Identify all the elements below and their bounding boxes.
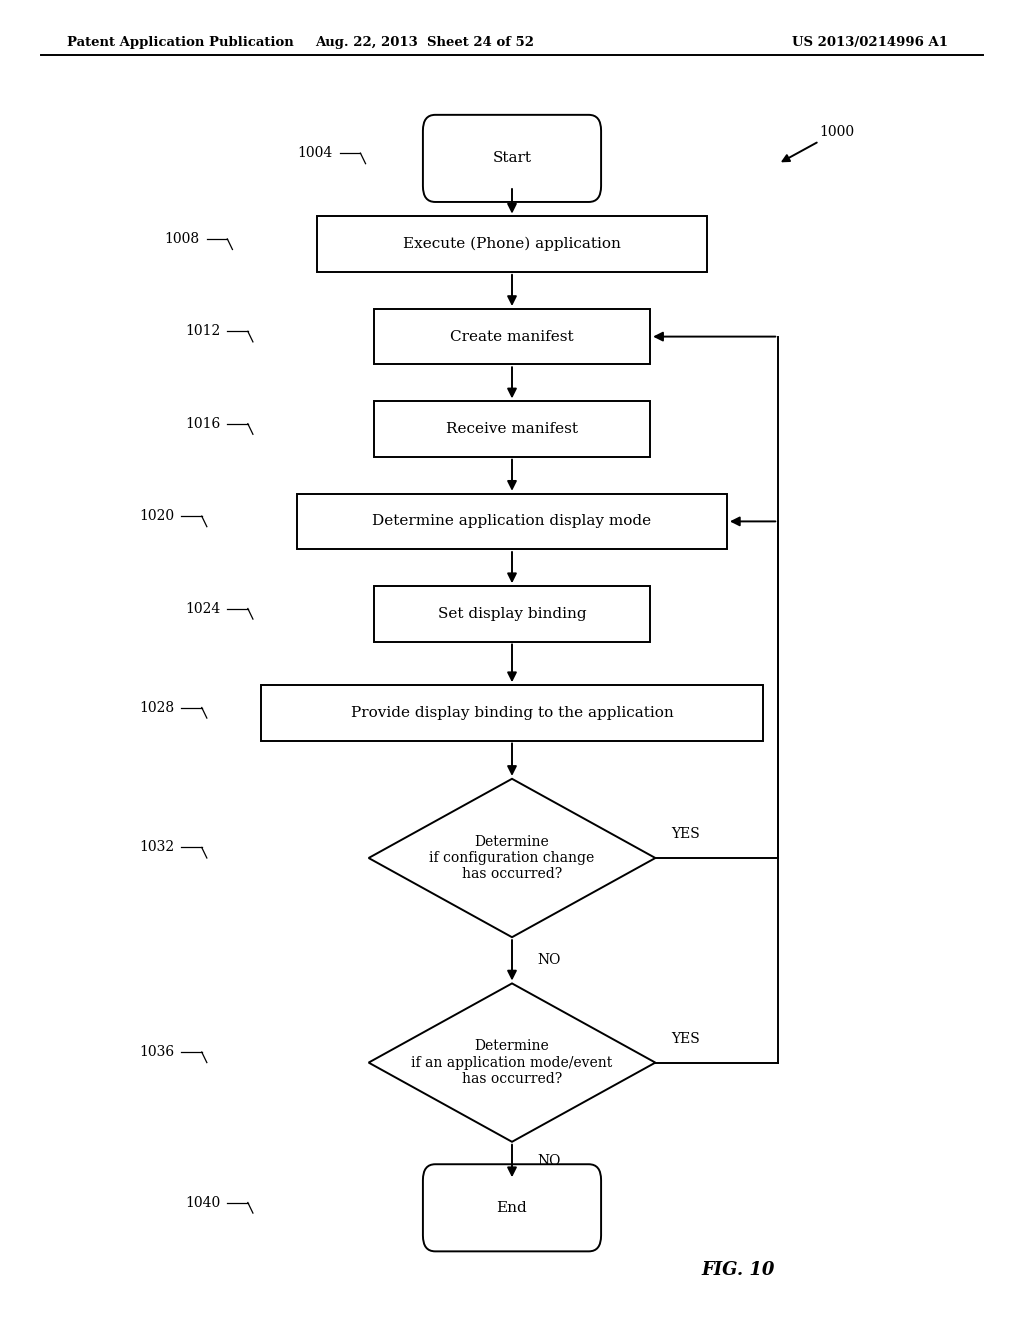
Text: Create manifest: Create manifest	[451, 330, 573, 343]
FancyBboxPatch shape	[374, 586, 650, 642]
Text: 1016: 1016	[185, 417, 220, 430]
FancyBboxPatch shape	[317, 216, 707, 272]
Text: Set display binding: Set display binding	[437, 607, 587, 620]
Polygon shape	[369, 779, 655, 937]
Text: Determine application display mode: Determine application display mode	[373, 515, 651, 528]
FancyBboxPatch shape	[374, 401, 650, 457]
Text: Execute (Phone) application: Execute (Phone) application	[403, 238, 621, 251]
Text: 1000: 1000	[819, 125, 854, 139]
Text: Aug. 22, 2013  Sheet 24 of 52: Aug. 22, 2013 Sheet 24 of 52	[315, 36, 535, 49]
Text: FIG. 10: FIG. 10	[701, 1261, 775, 1279]
Text: NO: NO	[538, 1154, 561, 1168]
Text: US 2013/0214996 A1: US 2013/0214996 A1	[793, 36, 948, 49]
Text: 1012: 1012	[185, 325, 220, 338]
Text: Determine
if configuration change
has occurred?: Determine if configuration change has oc…	[429, 834, 595, 882]
FancyBboxPatch shape	[423, 1164, 601, 1251]
FancyBboxPatch shape	[423, 115, 601, 202]
Text: YES: YES	[671, 1032, 699, 1045]
Text: Start: Start	[493, 152, 531, 165]
Text: NO: NO	[538, 953, 561, 968]
Text: 1024: 1024	[185, 602, 220, 615]
Text: Provide display binding to the application: Provide display binding to the applicati…	[350, 706, 674, 719]
Text: 1032: 1032	[139, 841, 174, 854]
Text: 1020: 1020	[139, 510, 174, 523]
FancyBboxPatch shape	[297, 494, 727, 549]
Text: Patent Application Publication: Patent Application Publication	[67, 36, 293, 49]
Text: Determine
if an application mode/event
has occurred?: Determine if an application mode/event h…	[412, 1039, 612, 1086]
FancyBboxPatch shape	[261, 685, 763, 741]
Text: YES: YES	[671, 828, 699, 841]
Text: 1040: 1040	[185, 1196, 220, 1209]
Polygon shape	[369, 983, 655, 1142]
Text: 1028: 1028	[139, 701, 174, 714]
FancyBboxPatch shape	[374, 309, 650, 364]
Text: Receive manifest: Receive manifest	[446, 422, 578, 436]
Text: 1036: 1036	[139, 1045, 174, 1059]
Text: 1004: 1004	[298, 147, 333, 160]
Text: 1008: 1008	[165, 232, 200, 246]
Text: End: End	[497, 1201, 527, 1214]
